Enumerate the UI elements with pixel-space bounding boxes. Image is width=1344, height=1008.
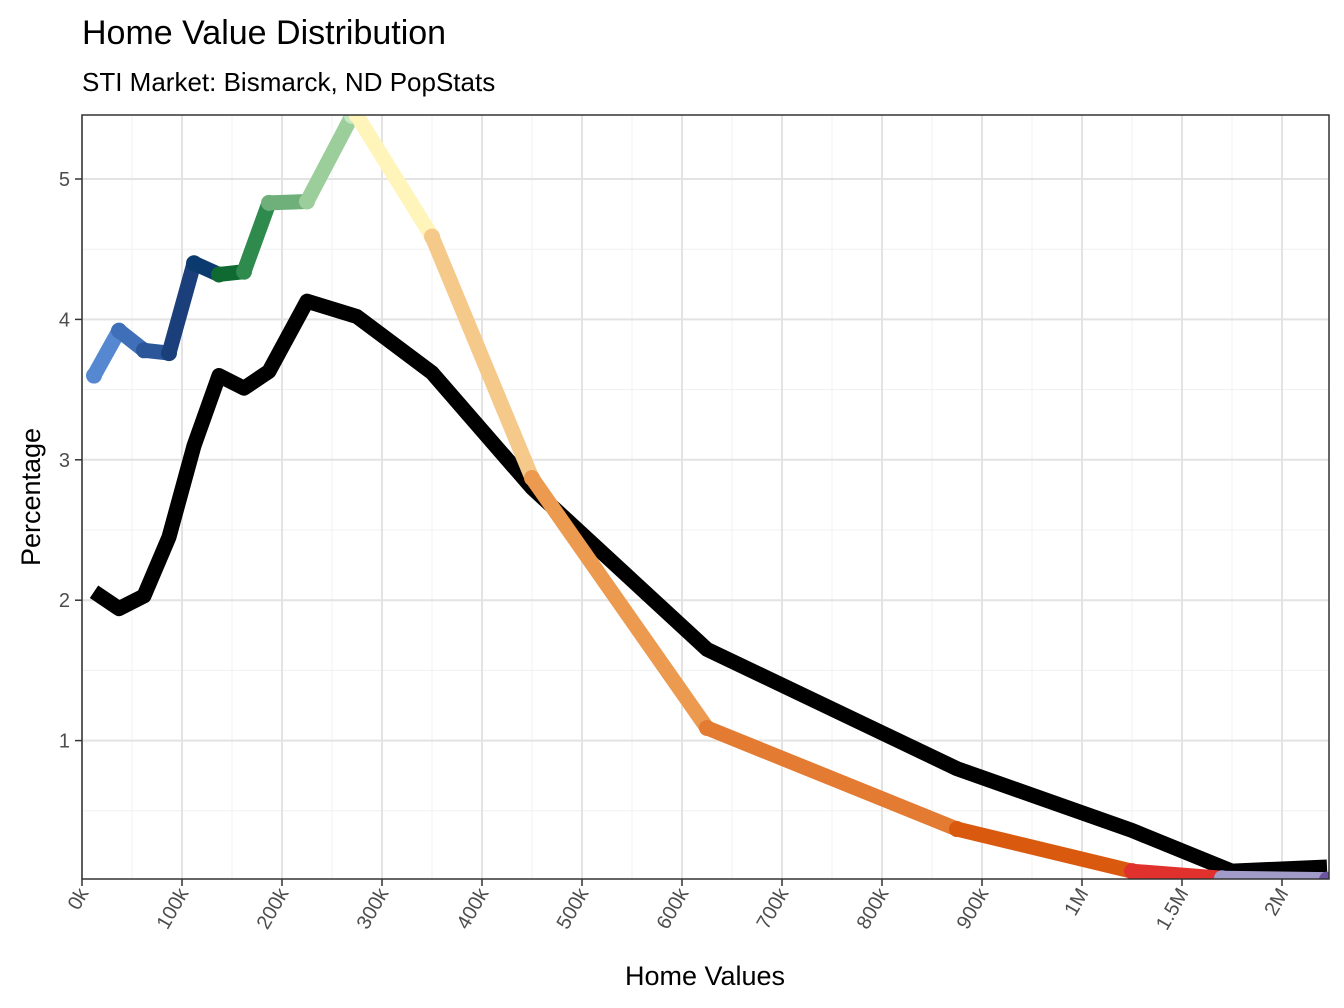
x-tick-label: 0k xyxy=(64,884,94,914)
local-series-segment xyxy=(349,115,440,245)
local-series-point xyxy=(236,263,252,280)
x-tick-label: 800k xyxy=(853,884,894,933)
y-tick-label: 1 xyxy=(59,731,70,753)
comparison-series-line xyxy=(89,293,1328,879)
local-series-point xyxy=(699,719,715,736)
x-tick-label: 1M xyxy=(1060,885,1093,920)
y-tick-label: 3 xyxy=(59,450,70,472)
plot-panel xyxy=(82,115,1329,879)
x-tick-label: 300k xyxy=(353,884,394,933)
local-series-point xyxy=(1214,870,1230,879)
x-tick-label: 100k xyxy=(153,884,194,933)
local-series-segment xyxy=(86,323,127,384)
plot-border xyxy=(81,114,1330,880)
x-tick-label: 900k xyxy=(953,884,994,933)
y-tick-label: 4 xyxy=(59,309,70,331)
y-axis: 1 2 3 4 5 xyxy=(59,169,82,753)
local-series-point xyxy=(136,342,152,359)
x-tick-label: 1.5M xyxy=(1152,885,1193,935)
local-series-point xyxy=(299,193,315,210)
local-series-segment xyxy=(424,229,540,486)
x-tick-label: 200k xyxy=(253,884,294,933)
local-series-point xyxy=(111,322,127,339)
local-series-point xyxy=(211,266,227,283)
local-series-segment xyxy=(1124,863,1230,879)
local-series-point xyxy=(349,115,365,124)
local-series-segment xyxy=(524,470,715,736)
x-tick-label: 600k xyxy=(653,884,694,933)
x-tick-label: 500k xyxy=(553,884,594,933)
local-series-segment xyxy=(161,255,202,361)
x-axis: 0k 100k 200k 300k 400k 500k 600k 700k 800k 900k 1M… xyxy=(64,879,1293,935)
local-series-point xyxy=(1124,863,1140,879)
chart-title: Home Value Distribution xyxy=(82,14,446,52)
local-series-point xyxy=(524,470,540,487)
y-tick-label: 5 xyxy=(59,169,70,191)
local-series-point xyxy=(161,345,177,362)
y-tick-label: 2 xyxy=(59,590,70,612)
x-tick-label: 400k xyxy=(453,884,494,933)
local-series-point xyxy=(186,255,202,272)
x-axis-title: Home Values xyxy=(625,961,785,991)
x-tick-label: 700k xyxy=(753,884,794,933)
local-series-point xyxy=(261,194,277,211)
local-series-point xyxy=(424,228,440,245)
y-axis-title: Percentage xyxy=(16,428,46,566)
series-layer xyxy=(86,115,1329,879)
local-series-point xyxy=(86,367,102,384)
local-series-point xyxy=(949,821,965,838)
local-series-segment xyxy=(949,821,1140,879)
x-tick-label: 2M xyxy=(1260,885,1293,920)
local-series-segment xyxy=(299,115,360,209)
local-series-point xyxy=(1319,871,1329,879)
local-series-segment xyxy=(236,195,277,280)
chart-subtitle: STI Market: Bismarck, ND PopStats xyxy=(82,67,495,97)
local-series-segment xyxy=(699,720,965,837)
